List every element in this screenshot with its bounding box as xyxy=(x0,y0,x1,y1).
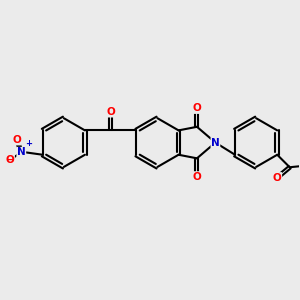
Text: N: N xyxy=(17,147,26,158)
Text: O: O xyxy=(13,135,21,145)
Text: +: + xyxy=(26,140,32,148)
Text: O: O xyxy=(106,107,115,117)
Text: O: O xyxy=(193,172,201,182)
Text: O: O xyxy=(6,155,14,165)
Text: N: N xyxy=(211,138,220,148)
Text: O: O xyxy=(193,103,201,113)
Text: −: − xyxy=(6,155,14,165)
Text: O: O xyxy=(273,172,282,183)
